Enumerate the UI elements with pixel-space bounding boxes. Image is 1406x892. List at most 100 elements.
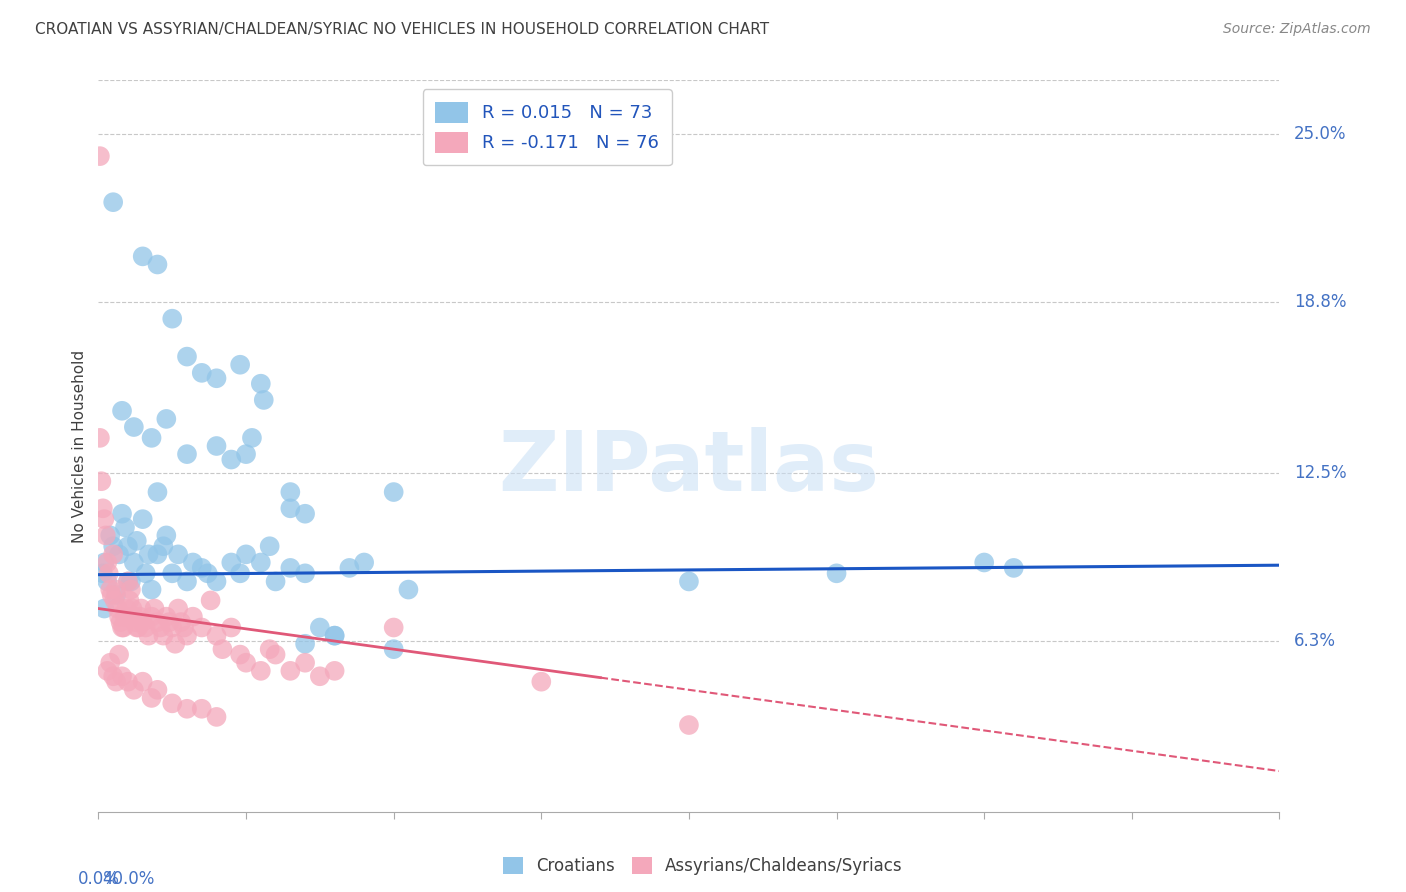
Point: [118, 593, 141, 607]
Text: 40.0%: 40.0%: [101, 871, 155, 888]
Point: [280, 664, 302, 678]
Point: [141, 582, 163, 597]
Point: [125, 533, 148, 548]
Point: [103, 195, 125, 210]
Point: [98, 582, 121, 597]
Point: [114, 609, 136, 624]
Point: [135, 620, 157, 634]
Point: [235, 447, 257, 461]
Point: [398, 582, 420, 597]
Point: [678, 718, 700, 732]
Point: [176, 629, 198, 643]
Point: [162, 620, 183, 634]
Point: [138, 629, 160, 643]
Point: [191, 620, 214, 634]
Point: [221, 556, 243, 570]
Point: [235, 656, 257, 670]
Point: [382, 642, 405, 657]
Point: [280, 561, 302, 575]
Point: [259, 539, 281, 553]
Point: [111, 620, 134, 634]
Text: 6.3%: 6.3%: [1295, 632, 1336, 650]
Point: [117, 574, 139, 589]
Point: [167, 601, 190, 615]
Point: [115, 601, 138, 615]
Point: [96, 574, 118, 589]
Point: [205, 629, 228, 643]
Point: [146, 485, 169, 500]
Legend: Croatians, Assyrians/Chaldeans/Syriacs: Croatians, Assyrians/Chaldeans/Syriacs: [495, 849, 911, 884]
Point: [191, 702, 214, 716]
Point: [122, 556, 145, 570]
Point: [205, 371, 228, 385]
Point: [128, 609, 150, 624]
Point: [104, 593, 127, 607]
Point: [110, 615, 132, 629]
Point: [294, 637, 316, 651]
Point: [114, 520, 136, 534]
Point: [170, 615, 193, 629]
Point: [112, 620, 135, 634]
Point: [120, 574, 142, 589]
Point: [127, 620, 149, 634]
Point: [98, 528, 121, 542]
Point: [205, 439, 228, 453]
Point: [121, 601, 143, 615]
Point: [122, 609, 145, 624]
Point: [155, 412, 177, 426]
Point: [96, 664, 118, 678]
Point: [120, 582, 142, 597]
Point: [280, 501, 302, 516]
Point: [250, 664, 273, 678]
Point: [125, 620, 148, 634]
Point: [146, 547, 169, 561]
Point: [90, 474, 112, 488]
Point: [93, 512, 115, 526]
Point: [240, 431, 263, 445]
Point: [309, 669, 332, 683]
Point: [117, 539, 139, 553]
Text: Source: ZipAtlas.com: Source: ZipAtlas.com: [1223, 22, 1371, 37]
Point: [973, 556, 995, 570]
Point: [155, 609, 177, 624]
Point: [141, 609, 163, 624]
Point: [94, 528, 117, 542]
Point: [103, 539, 125, 553]
Point: [132, 249, 155, 263]
Point: [103, 547, 125, 561]
Y-axis label: No Vehicles in Household: No Vehicles in Household: [72, 350, 87, 542]
Point: [259, 642, 281, 657]
Point: [105, 582, 128, 597]
Point: [162, 311, 183, 326]
Point: [93, 556, 115, 570]
Point: [1002, 561, 1025, 575]
Point: [162, 697, 183, 711]
Text: 12.5%: 12.5%: [1295, 464, 1347, 482]
Point: [181, 556, 204, 570]
Point: [323, 629, 346, 643]
Text: ZIPatlas: ZIPatlas: [499, 427, 879, 508]
Point: [294, 507, 316, 521]
Point: [197, 566, 219, 581]
Point: [181, 609, 204, 624]
Point: [323, 664, 346, 678]
Point: [100, 588, 122, 602]
Point: [132, 674, 155, 689]
Point: [122, 682, 145, 697]
Point: [173, 620, 195, 634]
Point: [108, 609, 131, 624]
Point: [157, 615, 180, 629]
Point: [280, 485, 302, 500]
Point: [191, 366, 214, 380]
Point: [191, 561, 214, 575]
Point: [165, 637, 187, 651]
Point: [124, 615, 146, 629]
Point: [176, 702, 198, 716]
Point: [530, 674, 553, 689]
Point: [253, 392, 276, 407]
Point: [89, 431, 111, 445]
Point: [167, 547, 190, 561]
Point: [97, 566, 120, 581]
Point: [98, 656, 121, 670]
Point: [108, 648, 131, 662]
